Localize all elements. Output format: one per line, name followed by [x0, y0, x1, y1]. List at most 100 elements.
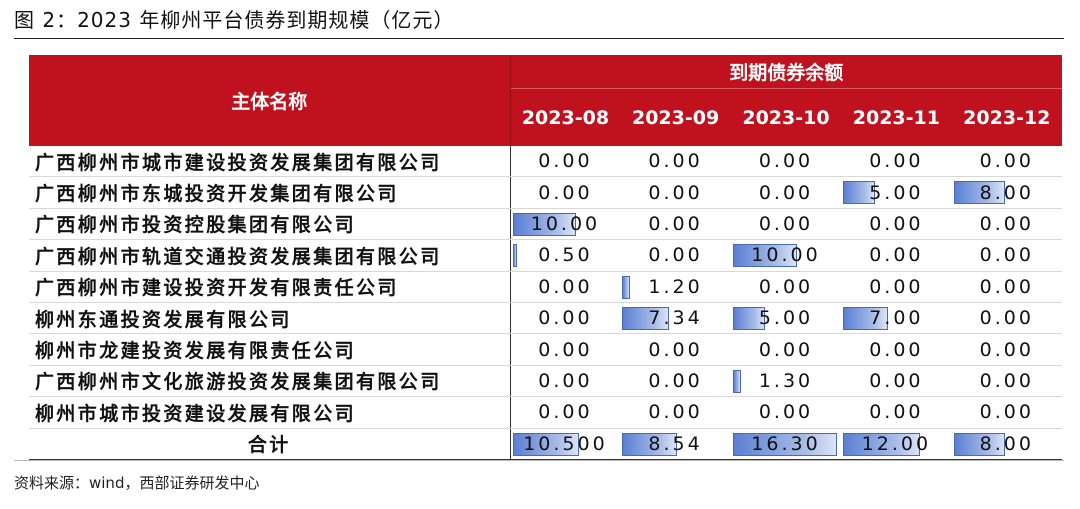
value-text: 0.00	[648, 212, 703, 235]
value-cell: 0.00	[951, 365, 1063, 398]
value-cell: 0.00	[620, 333, 731, 366]
month-header: 2023-12	[951, 88, 1063, 146]
value-text: 0.00	[758, 181, 814, 204]
data-bar	[843, 181, 876, 205]
data-bar	[732, 306, 765, 330]
data-bar	[622, 432, 677, 456]
value-text: 0.00	[538, 150, 593, 173]
value-text: 7.34	[648, 307, 703, 330]
table-row: 广西柳州市文化旅游投资发展集团有限公司 0.00 0.00 1.30 0.00 0.00	[29, 365, 1063, 398]
value-cell: 5.00	[841, 176, 952, 209]
value-cell: 0.00	[510, 302, 621, 335]
value-text: 0.00	[758, 212, 814, 235]
table-row: 柳州市城市投资建设发展有限公司 0.00 0.00 0.00 0.00 0.00	[29, 396, 1063, 429]
value-cell: 0.00	[730, 146, 842, 178]
value-cell: 10.00	[510, 208, 621, 241]
value-cell: 5.00	[730, 302, 842, 335]
value-text: 0.00	[869, 275, 924, 298]
company-name: 柳州市龙建投资发展有限责任公司	[29, 333, 511, 366]
value-text: 0.00	[538, 181, 593, 204]
data-bar	[843, 306, 888, 330]
value-text: 0.50	[538, 244, 593, 267]
value-cell: 10.00	[730, 239, 842, 272]
value-text: 12.00	[861, 432, 932, 455]
value-text: 8.00	[979, 181, 1034, 204]
value-text: 0.00	[979, 401, 1034, 424]
company-name: 广西柳州市建设投资开发有限责任公司	[29, 271, 511, 303]
value-cell: 12.00	[841, 427, 952, 460]
total-label: 合计	[29, 427, 511, 460]
value-text: 0.00	[648, 338, 703, 361]
data-bar	[512, 212, 577, 236]
value-text: 0.00	[869, 338, 924, 361]
value-cell: 0.00	[951, 302, 1063, 335]
table-row: 柳州东通投资发展有限公司 0.00 7.34 5.00 7.00 0.00	[29, 302, 1063, 335]
value-text: 0.00	[758, 150, 814, 173]
value-cell: 0.00	[841, 239, 952, 272]
company-name: 广西柳州市东城投资开发集团有限公司	[29, 176, 511, 209]
month-header: 2023-09	[620, 88, 731, 146]
value-cell: 0.00	[510, 176, 621, 209]
value-text: 8.00	[979, 432, 1034, 455]
value-cell: 0.00	[730, 396, 842, 429]
value-text: 16.30	[751, 432, 821, 455]
value-text: 10.00	[530, 212, 601, 235]
maturity-table: 主体名称 到期债券余额 2023-08 2023-09 2023-10 2023-11…	[29, 55, 1063, 460]
value-cell: 7.00	[841, 302, 952, 335]
data-bar	[953, 432, 1005, 456]
value-cell: 0.00	[620, 396, 731, 429]
value-cell: 0.00	[510, 365, 621, 398]
month-header: 2023-08	[510, 88, 621, 146]
value-cell: 0.00	[620, 176, 731, 209]
source-rule	[14, 460, 1064, 461]
value-cell: 10.500	[510, 427, 621, 460]
value-text: 0.00	[648, 150, 703, 173]
value-text: 0.00	[758, 401, 814, 424]
total-row: 合计 10.500 8.54 16.30 12.00 8.00	[29, 427, 1063, 460]
value-text: 10.00	[751, 244, 821, 267]
value-cell: 0.00	[951, 208, 1063, 241]
value-text: 7.00	[869, 307, 924, 330]
value-cell: 0.00	[620, 146, 731, 178]
value-text: 0.00	[979, 244, 1034, 267]
value-cell: 8.00	[951, 176, 1063, 209]
value-text: 1.20	[648, 275, 703, 298]
value-text: 8.54	[648, 432, 703, 455]
company-name: 广西柳州市投资控股集团有限公司	[29, 208, 511, 241]
data-bar	[732, 432, 837, 456]
data-bar	[512, 244, 517, 268]
value-text: 0.00	[648, 244, 703, 267]
value-text: 0.00	[648, 369, 703, 392]
value-text: 0.00	[538, 369, 593, 392]
company-name: 广西柳州市城市建设投资发展集团有限公司	[29, 146, 511, 178]
value-cell: 1.30	[730, 365, 842, 398]
month-header: 2023-11	[841, 88, 952, 146]
data-bar	[843, 432, 920, 456]
value-text: 0.00	[758, 275, 814, 298]
value-cell: 0.00	[951, 333, 1063, 366]
value-cell: 0.00	[841, 333, 952, 366]
name-column-header: 主体名称	[29, 55, 511, 146]
value-cell: 0.00	[510, 333, 621, 366]
company-name: 柳州东通投资发展有限公司	[29, 302, 511, 335]
value-text: 0.00	[979, 150, 1034, 173]
value-cell: 0.00	[951, 146, 1063, 178]
table-row: 广西柳州市投资控股集团有限公司 10.00 0.00 0.00 0.00 0.00	[29, 208, 1063, 241]
value-cell: 8.00	[951, 427, 1063, 460]
value-cell: 0.00	[620, 365, 731, 398]
value-cell: 1.20	[620, 271, 731, 303]
table-row: 柳州市龙建投资发展有限责任公司 0.00 0.00 0.00 0.00 0.00	[29, 333, 1063, 366]
value-text: 0.00	[979, 307, 1034, 330]
value-text: 0.00	[648, 401, 703, 424]
data-bar	[622, 306, 670, 330]
table-row: 广西柳州市轨道交通投资发展集团有限公司 0.50 0.00 10.00 0.00 0.00	[29, 239, 1063, 272]
value-text: 0.00	[869, 369, 924, 392]
value-text: 0.00	[869, 401, 924, 424]
value-cell: 0.00	[951, 239, 1063, 272]
value-text: 0.00	[979, 275, 1034, 298]
value-text: 0.00	[538, 338, 593, 361]
value-cell: 0.00	[510, 271, 621, 303]
month-header: 2023-10	[730, 88, 842, 146]
value-cell: 0.00	[510, 396, 621, 429]
source-note: 资料来源：wind，西部证券研发中心	[14, 474, 260, 492]
